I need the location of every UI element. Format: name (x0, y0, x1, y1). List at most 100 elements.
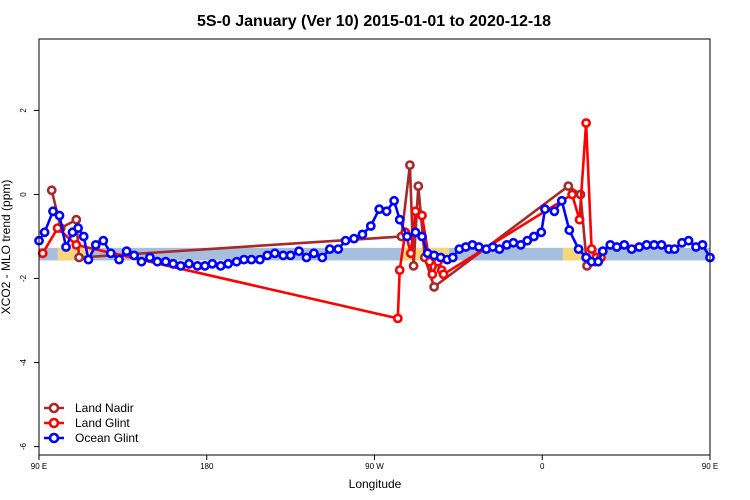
data-point (413, 181, 424, 191)
series-line (50, 164, 596, 290)
data-point (394, 214, 405, 225)
data-point (389, 195, 399, 206)
data-point (269, 248, 280, 259)
x-tick-label: 90 E (702, 462, 718, 471)
data-point (105, 248, 116, 259)
data-point (429, 281, 439, 292)
data-point (90, 239, 101, 250)
data-point (597, 246, 608, 257)
data-point (121, 246, 132, 257)
data-point (683, 235, 694, 246)
data-point (340, 235, 351, 246)
data-point (656, 239, 667, 250)
series-land-nadir (46, 160, 601, 292)
data-point (564, 225, 575, 236)
legend-item: Land Nadir (44, 401, 134, 415)
data-point (410, 206, 421, 217)
data-point (529, 231, 539, 242)
data-point (611, 242, 622, 252)
data-point (549, 206, 560, 217)
data-point (223, 258, 234, 269)
series-ocean-glint (34, 195, 715, 271)
data-point (71, 239, 82, 250)
data-point (447, 252, 458, 263)
series-land-glint (37, 118, 606, 324)
data-point (417, 210, 427, 221)
data-point (574, 214, 585, 225)
data-point (408, 260, 419, 271)
data-point (48, 206, 58, 217)
data-point (402, 231, 412, 242)
data-point (563, 181, 574, 191)
data-point (46, 185, 57, 196)
series-line (41, 122, 601, 321)
data-point (381, 206, 392, 217)
data-point (669, 244, 680, 254)
data-point (192, 260, 203, 271)
data-point (39, 227, 50, 238)
x-tick-label: 180 (200, 462, 214, 471)
data-point (581, 118, 591, 128)
data-point (71, 214, 82, 225)
data-point (207, 258, 218, 269)
legend-item: Land Glint (44, 416, 130, 430)
data-point (324, 244, 335, 254)
data-point (593, 256, 604, 267)
data-point (246, 254, 257, 265)
data-point (333, 244, 344, 254)
data-point (73, 223, 83, 233)
data-point (294, 246, 304, 257)
x-axis: 90 E 180 90 W 0 90 E (31, 455, 718, 471)
data-point (567, 189, 577, 200)
y-axis-label: XCO2 - MLO trend (ppm) (0, 180, 13, 315)
data-point (515, 239, 526, 250)
y-tick-label: 0 (19, 192, 28, 197)
data-point (215, 260, 226, 271)
data-point (61, 242, 71, 252)
series-group (34, 118, 715, 324)
y-tick-label: -4 (19, 358, 28, 366)
data-point (417, 231, 427, 242)
data-point (152, 256, 163, 267)
x-tick-label: 0 (540, 462, 545, 471)
y-tick-label: -6 (19, 442, 28, 450)
legend-marker (48, 432, 60, 444)
data-point (410, 227, 421, 238)
legend-label: Ocean Glint (75, 431, 139, 445)
data-point (394, 265, 405, 275)
data-point (136, 256, 147, 267)
data-point (357, 229, 368, 240)
x-tick-label: 90 W (365, 462, 384, 471)
data-point (301, 252, 312, 263)
data-point (37, 248, 48, 259)
data-point (83, 254, 94, 265)
data-point (586, 244, 597, 254)
legend-marker (48, 402, 60, 414)
data-point (285, 250, 296, 261)
data-point (405, 248, 416, 259)
data-point (98, 235, 109, 246)
data-point (404, 160, 415, 170)
legend-marker (48, 417, 60, 429)
data-point (160, 256, 171, 267)
data-point (54, 210, 65, 221)
data-point (78, 231, 89, 242)
data-point (175, 260, 186, 271)
data-point (626, 244, 637, 254)
data-point (184, 258, 194, 269)
data-point (365, 221, 376, 231)
legend-label: Land Nadir (75, 401, 134, 415)
data-point (494, 244, 505, 254)
chart-title: 5S-0 January (Ver 10) 2015-01-01 to 2020… (197, 13, 551, 30)
data-point (144, 252, 155, 263)
data-point (619, 239, 630, 250)
data-point (262, 250, 273, 261)
data-point (536, 227, 547, 238)
data-point (573, 244, 584, 254)
legend-item: Ocean Glint (44, 431, 139, 445)
data-point (239, 254, 249, 265)
ocean-band (39, 247, 710, 261)
y-tick-label: -2 (19, 274, 28, 282)
